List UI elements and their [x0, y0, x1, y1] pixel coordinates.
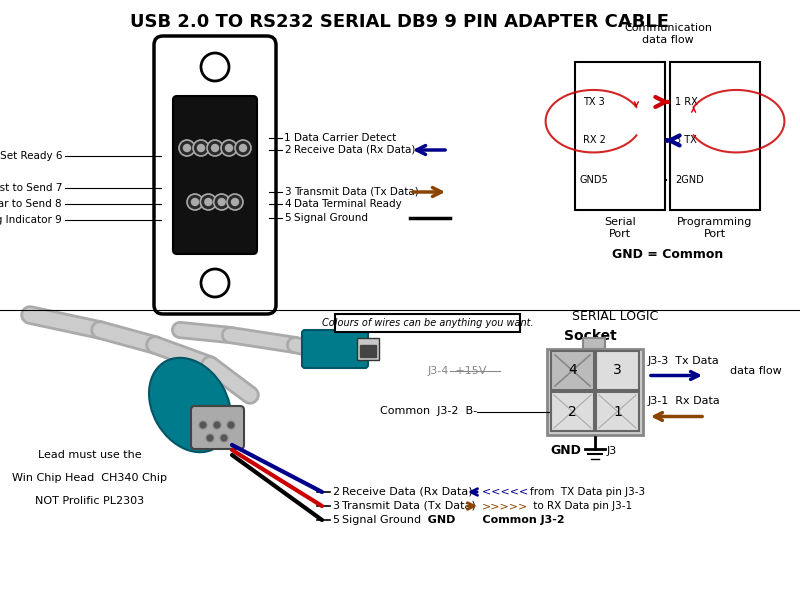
Circle shape — [231, 199, 238, 205]
Text: J3-3  Tx Data: J3-3 Tx Data — [648, 355, 720, 365]
Ellipse shape — [149, 358, 231, 452]
Text: GND: GND — [550, 445, 581, 457]
Text: 1: 1 — [613, 404, 622, 419]
Circle shape — [191, 199, 198, 205]
Text: SERIAL LOGIC: SERIAL LOGIC — [572, 311, 658, 323]
Bar — [357, 338, 379, 360]
Text: 2: 2 — [284, 145, 290, 155]
Circle shape — [227, 421, 235, 429]
Bar — [596, 392, 639, 431]
Text: Transmit Data (Tx Data): Transmit Data (Tx Data) — [342, 501, 476, 511]
Text: Request to Send 7: Request to Send 7 — [0, 183, 62, 193]
Circle shape — [235, 140, 251, 156]
Bar — [551, 351, 594, 390]
Text: Receive Data (Rx Data): Receive Data (Rx Data) — [294, 145, 415, 155]
Circle shape — [211, 145, 218, 151]
Text: 3: 3 — [284, 187, 290, 197]
Text: 4: 4 — [568, 364, 577, 377]
Circle shape — [213, 421, 221, 429]
Text: Data Set Ready 6: Data Set Ready 6 — [0, 151, 62, 161]
Circle shape — [205, 199, 212, 205]
Text: Programming: Programming — [678, 217, 753, 227]
Bar — [360, 345, 376, 357]
Text: Clear to Send 8: Clear to Send 8 — [0, 199, 62, 209]
Circle shape — [179, 140, 195, 156]
Circle shape — [218, 199, 225, 205]
Text: NOT Prolific PL2303: NOT Prolific PL2303 — [35, 496, 145, 506]
Circle shape — [198, 145, 205, 151]
Text: Data Terminal Ready: Data Terminal Ready — [294, 199, 402, 209]
Text: Ring Indicator 9: Ring Indicator 9 — [0, 215, 62, 225]
Text: 3: 3 — [613, 364, 622, 377]
Circle shape — [239, 145, 246, 151]
Circle shape — [201, 53, 229, 81]
Text: Win Chip Head  CH340 Chip: Win Chip Head CH340 Chip — [13, 473, 167, 483]
Text: J3: J3 — [607, 446, 618, 456]
Bar — [583, 338, 605, 349]
Text: Receive Data (Rx Data): Receive Data (Rx Data) — [342, 487, 473, 497]
Text: J3-1  Rx Data: J3-1 Rx Data — [648, 397, 721, 407]
Circle shape — [201, 269, 229, 297]
Text: Data Carrier Detect: Data Carrier Detect — [294, 133, 396, 143]
Text: GND = Common: GND = Common — [612, 248, 724, 262]
Text: 2GND: 2GND — [675, 175, 704, 185]
Circle shape — [214, 194, 230, 210]
Text: Serial: Serial — [604, 217, 636, 227]
Circle shape — [227, 194, 243, 210]
Circle shape — [199, 421, 207, 429]
Text: to RX Data pin J3-1: to RX Data pin J3-1 — [530, 501, 632, 511]
Text: GND5: GND5 — [579, 175, 608, 185]
Text: Transmit Data (Tx Data): Transmit Data (Tx Data) — [294, 187, 418, 197]
Text: 4: 4 — [284, 199, 290, 209]
Text: 3 TX: 3 TX — [675, 136, 697, 145]
Circle shape — [220, 434, 228, 442]
Text: Common  J3-2  B-: Common J3-2 B- — [380, 407, 477, 416]
Text: >>>>>: >>>>> — [482, 501, 528, 511]
Text: Signal Ground: Signal Ground — [294, 213, 368, 223]
Text: GND       Common J3-2: GND Common J3-2 — [420, 515, 565, 525]
Text: RX 2: RX 2 — [583, 136, 606, 145]
Text: TX 3: TX 3 — [583, 97, 605, 107]
Circle shape — [200, 194, 216, 210]
Text: data flow: data flow — [642, 35, 694, 45]
Circle shape — [221, 140, 237, 156]
Text: Socket: Socket — [564, 329, 616, 343]
Text: 3: 3 — [332, 501, 339, 511]
Bar — [551, 392, 594, 431]
FancyBboxPatch shape — [191, 406, 244, 449]
Text: 5: 5 — [284, 213, 290, 223]
Text: 1: 1 — [284, 133, 290, 143]
Circle shape — [193, 140, 209, 156]
Text: Port: Port — [704, 229, 726, 239]
Bar — [575, 62, 665, 210]
Text: Signal Ground: Signal Ground — [342, 515, 421, 525]
Text: 5: 5 — [332, 515, 339, 525]
Text: from  TX Data pin J3-3: from TX Data pin J3-3 — [530, 487, 645, 497]
Text: Colours of wires can be anything you want.: Colours of wires can be anything you wan… — [322, 318, 534, 328]
Circle shape — [183, 145, 190, 151]
Text: data flow: data flow — [730, 365, 782, 376]
Bar — [335, 314, 520, 332]
Circle shape — [206, 434, 214, 442]
Bar — [596, 351, 639, 390]
Text: Lead must use the: Lead must use the — [38, 450, 142, 460]
Text: J3-4  +15V: J3-4 +15V — [428, 365, 487, 376]
Text: 2: 2 — [332, 487, 339, 497]
FancyBboxPatch shape — [302, 330, 368, 368]
FancyBboxPatch shape — [173, 96, 257, 254]
Circle shape — [226, 145, 233, 151]
Bar — [670, 62, 760, 210]
Text: <<<<<: <<<<< — [482, 487, 532, 497]
Bar — [547, 349, 643, 435]
FancyBboxPatch shape — [154, 36, 276, 314]
Text: 2: 2 — [568, 404, 577, 419]
Text: Port: Port — [609, 229, 631, 239]
Circle shape — [187, 194, 203, 210]
Text: USB 2.0 TO RS232 SERIAL DB9 9 PIN ADAPTER CABLE: USB 2.0 TO RS232 SERIAL DB9 9 PIN ADAPTE… — [130, 13, 670, 31]
Circle shape — [207, 140, 223, 156]
Text: 1 RX: 1 RX — [675, 97, 698, 107]
Text: Communication: Communication — [624, 23, 712, 33]
